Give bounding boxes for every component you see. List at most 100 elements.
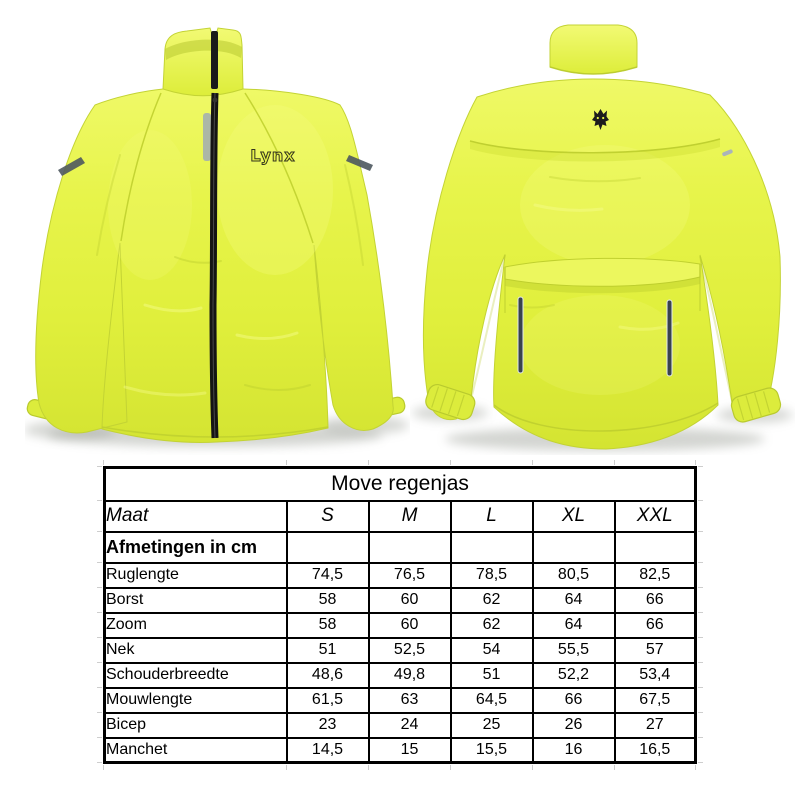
row-label: Zoom: [103, 611, 288, 639]
jacket-front-image: Lynx: [25, 27, 409, 447]
gridline-stub: [698, 562, 704, 563]
size-cell: 64: [531, 586, 616, 614]
row-label: Mouwlengte: [103, 686, 288, 714]
row-label: Manchet: [103, 736, 288, 764]
gridline-stub: [97, 637, 102, 638]
size-cell: 63: [367, 686, 452, 714]
size-cell: 48,6: [285, 661, 370, 689]
table-row: Nek 51 52,5 54 55,5 57: [103, 636, 697, 664]
col-header-s: S: [285, 499, 370, 533]
size-cell: 67,5: [613, 686, 697, 714]
gridline-stub: [698, 762, 704, 763]
table-section-row: Afmetingen in cm: [103, 530, 697, 564]
size-cell: 49,8: [367, 661, 452, 689]
size-cell: 61,5: [285, 686, 370, 714]
size-cell: 55,5: [531, 636, 616, 664]
gridline-stub: [286, 765, 287, 770]
size-cell: 62: [449, 611, 534, 639]
right-elastic-cuff: [730, 387, 782, 423]
size-cell: 51: [285, 636, 370, 664]
table-title-row: Move regenjas: [103, 466, 697, 502]
row-label: Bicep: [103, 711, 288, 739]
size-cell: 16: [531, 736, 616, 764]
zipper-pull: [212, 97, 218, 103]
lynx-logo-text: Lynx: [250, 146, 295, 165]
size-cell: 80,5: [531, 561, 616, 589]
table-row: Zoom 58 60 62 64 66: [103, 611, 697, 639]
size-cell: 60: [367, 611, 452, 639]
size-cell: 51: [449, 661, 534, 689]
gridline-stub: [532, 460, 533, 465]
table-row: Manchet 14,5 15 15,5 16 16,5: [103, 736, 697, 764]
gridline-stub: [97, 687, 102, 688]
size-cell: 15: [367, 736, 452, 764]
gridline-stub: [698, 737, 704, 738]
table-title: Move regenjas: [103, 466, 697, 502]
lynx-head-icon: [592, 109, 609, 130]
back-fold-highlights: [469, 145, 733, 404]
size-cell: 82,5: [613, 561, 697, 589]
size-cell: 60: [367, 586, 452, 614]
gridline-stub: [695, 460, 697, 465]
right-shoulder-reflective-strip: [346, 155, 373, 171]
table-row: Borst 58 60 62 64 66: [103, 586, 697, 614]
gridline-stub: [97, 712, 102, 713]
gridline-stub: [368, 765, 369, 770]
row-label: Schouderbreedte: [103, 661, 288, 689]
size-cell: 64,5: [449, 686, 534, 714]
gridline-stub: [97, 465, 102, 467]
size-cell: 62: [449, 586, 534, 614]
table-row: Schouderbreedte 48,6 49,8 51 52,2 53,4: [103, 661, 697, 689]
back-collar: [549, 24, 638, 75]
row-label: Borst: [103, 586, 288, 614]
gridline-stub: [698, 587, 704, 588]
sleeve-reflective-dash: [722, 149, 733, 157]
size-cell: 78,5: [449, 561, 534, 589]
gridline-stub: [97, 587, 102, 588]
size-cell: 74,5: [285, 561, 370, 589]
gridline-stub: [698, 662, 704, 663]
gridline-stub: [450, 460, 451, 465]
gridline-stub: [97, 662, 102, 663]
back-pocket: [504, 257, 701, 313]
size-cell: 58: [285, 611, 370, 639]
collar-zipper-slot: [211, 31, 218, 89]
col-header-maat: Maat: [103, 499, 288, 533]
gridline-stub: [97, 531, 102, 532]
size-cell: 15,5: [449, 736, 534, 764]
gridline-stub: [698, 531, 704, 532]
size-cell: 66: [613, 611, 697, 639]
section-label: Afmetingen in cm: [103, 530, 288, 564]
gridline-stub: [97, 762, 102, 763]
row-label: Ruglengte: [103, 561, 288, 589]
collar-inner-shadow: [165, 39, 242, 60]
gridline-stub: [97, 562, 102, 563]
size-cell: 16,5: [613, 736, 697, 764]
empty-cell: [367, 530, 452, 564]
col-header-xxl: XXL: [613, 499, 697, 533]
yoke-shadow: [470, 139, 720, 162]
collar: [162, 27, 244, 97]
gridline-stub: [614, 460, 615, 465]
size-cell: 24: [367, 711, 452, 739]
empty-cell: [613, 530, 697, 564]
table-row: Mouwlengte 61,5 63 64,5 66 67,5: [103, 686, 697, 714]
table-header-row: Maat S M L XL XXL: [103, 499, 697, 533]
gridline-stub: [698, 687, 704, 688]
zipper: [209, 92, 219, 439]
left-shoulder-reflective-strip: [58, 157, 85, 176]
gridline-stub: [102, 765, 104, 770]
gridline-stub: [698, 465, 704, 467]
back-right-reflective-strip: [666, 299, 673, 377]
gridline-stub: [97, 500, 102, 501]
empty-cell: [531, 530, 616, 564]
gridline-stub: [695, 765, 697, 770]
size-cell: 23: [285, 711, 370, 739]
reflective-zip-patch: [203, 113, 211, 161]
gridline-stub: [97, 737, 102, 738]
back-left-reflective-strip: [517, 296, 524, 374]
size-cell: 52,2: [531, 661, 616, 689]
gridline-stub: [698, 500, 704, 501]
size-cell: 57: [613, 636, 697, 664]
